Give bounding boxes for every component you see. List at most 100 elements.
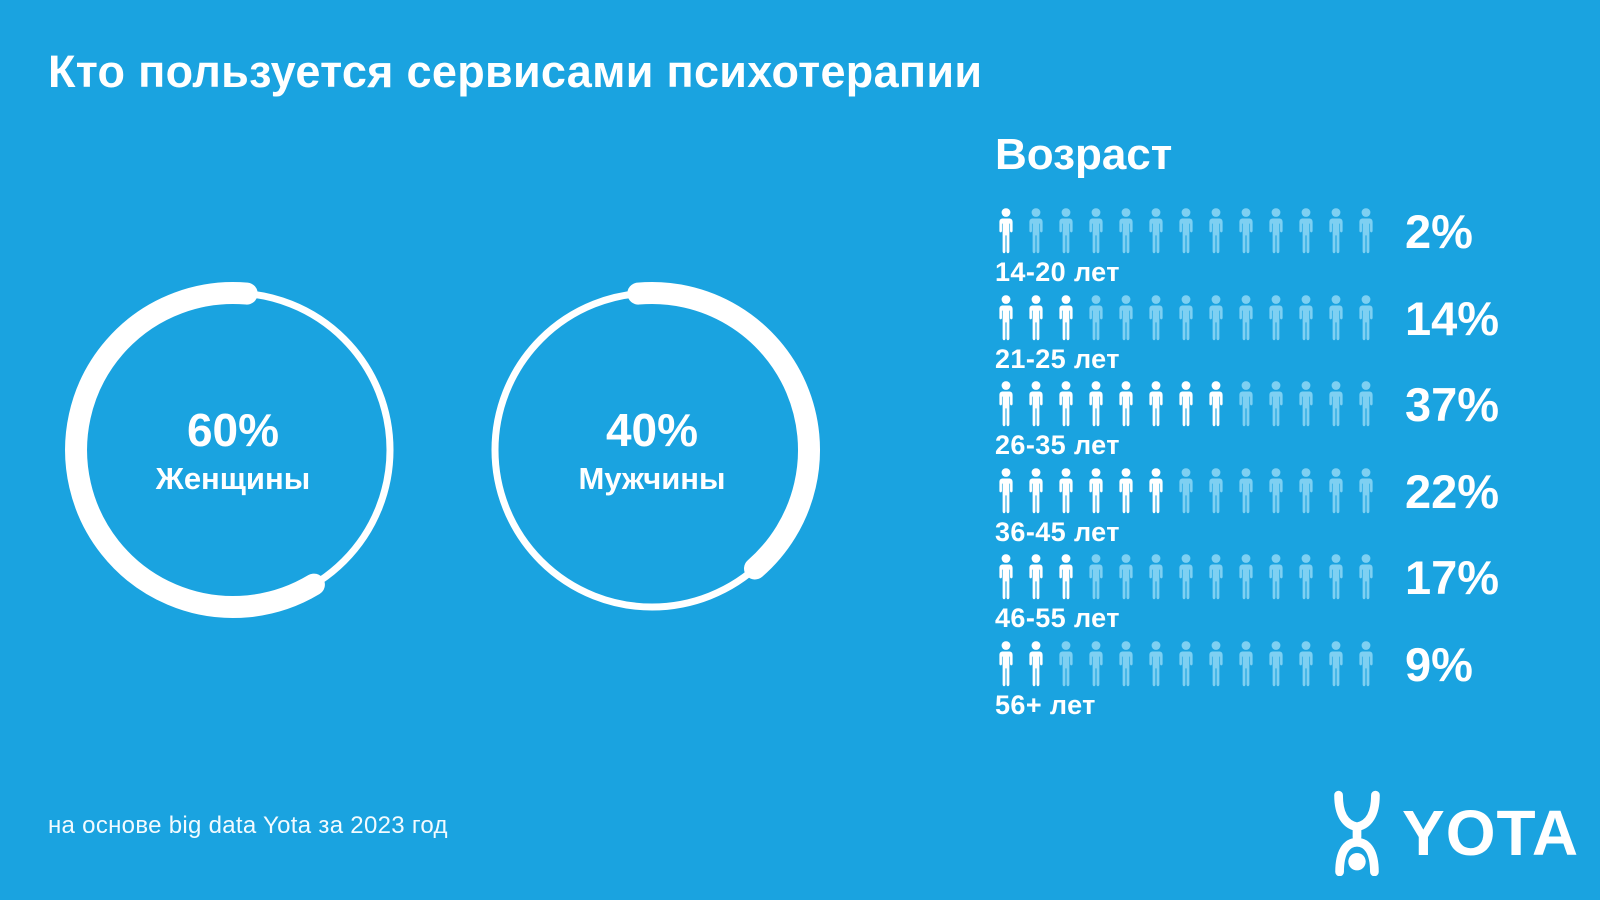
person-pictogram-icon [1025,641,1047,687]
men-percent-value: 40% [605,404,699,456]
person-pictogram-icon [1205,381,1227,427]
donut-arc-men [627,282,821,580]
age-range-label: 46-55 лет [995,603,1120,633]
person-pictogram-icon [1325,295,1347,341]
age-row: 36-45 лет 22% [995,464,1555,554]
person-pictogram-icon [1175,295,1197,341]
page-title: Кто пользуется сервисами психотерапии [48,46,983,97]
age-row: 14-20 лет 2% [995,205,1555,294]
person-pictogram-icon [1055,641,1077,687]
person-pictogram-icon [1355,208,1377,254]
person-pictogram-icon [1265,641,1287,687]
yota-figure-icon [1334,790,1380,876]
person-pictogram-icon [1355,641,1377,687]
person-pictogram-icon [1085,468,1107,514]
donut-women: 60% Женщины [63,280,403,620]
person-pictogram-icon [1295,381,1317,427]
person-pictogram-icon [1265,295,1287,341]
person-pictogram-icon [1175,381,1197,427]
person-pictogram-icon [1055,468,1077,514]
person-pictogram-icon [1085,554,1107,600]
person-pictogram-icon [1025,468,1047,514]
person-pictogram-icon [1055,381,1077,427]
person-pictogram-icon [1265,381,1287,427]
age-percent-value: 9% [1405,637,1473,691]
age-range-label: 36-45 лет [995,516,1120,547]
person-pictogram-icon [995,295,1017,341]
person-pictogram-icon [1145,381,1167,427]
person-pictogram-icon [1205,641,1227,687]
person-pictogram-icon [1295,641,1317,687]
person-pictogram-icon [1355,554,1377,600]
person-pictogram-icon [1235,554,1257,600]
yota-wordmark: YOTA [1402,797,1580,869]
person-pictogram-icon [1325,641,1347,687]
source-note: на основе big data Yota за 2023 год [48,812,448,839]
age-percent-value: 37% [1405,378,1500,431]
person-pictogram-icon [1025,295,1047,341]
person-pictogram-icon [1265,468,1287,514]
donut-men: 40% Мужчины [482,280,822,620]
person-pictogram-icon [1025,554,1047,600]
person-pictogram-icon [1145,295,1167,341]
person-pictogram-icon [1115,381,1137,427]
age-range-label: 21-25 лет [995,343,1120,374]
person-pictogram-icon [1175,208,1197,254]
person-pictogram-icon [1085,295,1107,341]
person-pictogram-icon [1145,208,1167,254]
age-row: 46-55 лет 17% [995,551,1555,640]
person-pictogram-icon [1295,468,1317,514]
age-range-label: 26-35 лет [995,430,1120,460]
person-pictogram-icon [1325,208,1347,254]
person-pictogram-icon [1295,554,1317,600]
person-pictogram-icon [1085,381,1107,427]
donut-ring-women-icon [65,282,394,618]
person-pictogram-icon [1295,295,1317,341]
age-percent-value: 22% [1405,464,1500,518]
women-percent-value: 60% [186,404,280,456]
person-pictogram-icon [1235,468,1257,514]
person-pictogram-icon [1265,208,1287,254]
person-pictogram-icon [995,554,1017,600]
person-pictogram-icon [1205,554,1227,600]
person-pictogram-icon [1355,295,1377,341]
person-pictogram-icon [1325,468,1347,514]
age-heading: Возраст [995,130,1173,179]
person-pictogram-icon [1115,554,1137,600]
person-pictogram-icon [1025,208,1047,254]
person-pictogram-icon [1055,554,1077,600]
person-pictogram-icon [1205,208,1227,254]
person-pictogram-icon [1205,295,1227,341]
person-pictogram-icon [1025,381,1047,427]
age-range-label: 56+ лет [995,689,1096,720]
yota-logo: YOTA [1330,790,1579,876]
person-pictogram-icon [1085,641,1107,687]
donut-men-center: 40% Мужчины [482,280,822,620]
donut-ring-men-icon [491,282,821,611]
person-pictogram-icon [1145,554,1167,600]
men-label: Мужчины [578,461,726,496]
person-pictogram-icon [1235,641,1257,687]
person-pictogram-icon [1085,208,1107,254]
person-pictogram-icon [1175,468,1197,514]
person-pictogram-icon [1145,641,1167,687]
person-pictogram-icon [1205,468,1227,514]
age-percent-value: 14% [1405,291,1500,345]
women-label: Женщины [155,461,311,496]
age-panel: Возраст 14-20 лет 2% 21-25 лет 14% 26-35 лет… [995,130,1555,726]
age-percent-value: 2% [1405,205,1473,258]
person-pictogram-icon [1055,295,1077,341]
donut-women-center: 60% Женщины [63,280,403,620]
person-pictogram-icon [1115,641,1137,687]
person-pictogram-icon [995,641,1017,687]
person-pictogram-icon [995,208,1017,254]
person-pictogram-icon [1235,381,1257,427]
age-row: 21-25 лет 14% [995,291,1555,381]
age-percent-value: 17% [1405,551,1500,604]
person-pictogram-icon [1355,468,1377,514]
person-pictogram-icon [995,468,1017,514]
person-pictogram-icon [1325,554,1347,600]
age-row: 26-35 лет 37% [995,378,1555,467]
person-pictogram-icon [1235,208,1257,254]
